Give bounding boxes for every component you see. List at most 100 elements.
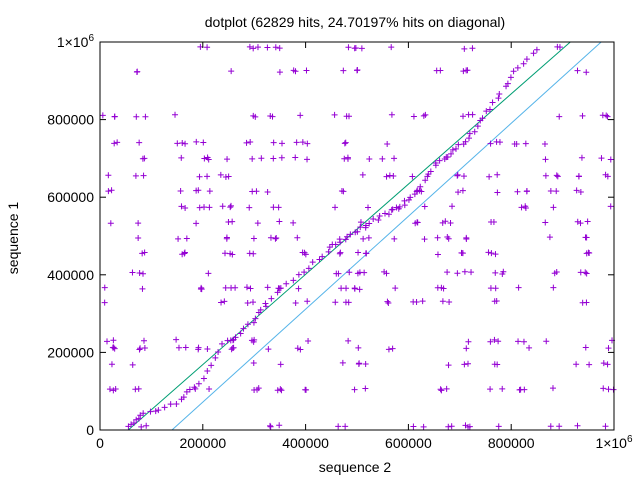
hit-point bbox=[222, 284, 229, 291]
hit-point bbox=[492, 251, 499, 258]
hit-point bbox=[362, 360, 369, 367]
y-tick-label: 200000 bbox=[47, 344, 94, 360]
diagonal-hit-point bbox=[232, 334, 239, 341]
hit-point bbox=[293, 139, 300, 146]
hit-point bbox=[422, 111, 429, 118]
hit-point bbox=[546, 234, 553, 241]
diagonal-hit-point bbox=[466, 130, 473, 137]
hit-point bbox=[333, 270, 340, 277]
hit-point bbox=[551, 270, 558, 277]
hit-point bbox=[221, 250, 228, 257]
hit-point bbox=[290, 219, 297, 226]
hit-point bbox=[277, 361, 284, 368]
hit-point bbox=[243, 139, 250, 146]
hit-point bbox=[110, 387, 117, 394]
hit-point bbox=[339, 359, 346, 366]
hit-point bbox=[359, 171, 366, 178]
hit-point bbox=[486, 173, 493, 180]
hit-point bbox=[499, 385, 506, 392]
hit-point bbox=[583, 69, 590, 76]
diagonal-hit-point bbox=[133, 416, 140, 423]
plot-area bbox=[99, 41, 617, 431]
hit-point bbox=[600, 385, 607, 392]
diagonal-hit-point bbox=[257, 306, 264, 313]
hit-point bbox=[600, 360, 607, 367]
diagonal-hit-point bbox=[219, 340, 226, 347]
hit-point bbox=[301, 249, 308, 256]
hit-point bbox=[494, 189, 501, 196]
diagonal-hit-point bbox=[244, 321, 251, 328]
hit-point bbox=[391, 235, 398, 242]
diagonal-hit-point bbox=[161, 404, 168, 411]
hit-point bbox=[250, 45, 257, 52]
hit-point bbox=[586, 250, 593, 257]
hit-point bbox=[515, 284, 522, 291]
hit-point bbox=[201, 204, 208, 211]
hit-point bbox=[604, 113, 611, 120]
diagonal-hit-point bbox=[444, 153, 451, 160]
hit-point bbox=[204, 173, 211, 180]
hit-point bbox=[554, 173, 561, 180]
hit-point bbox=[136, 346, 143, 353]
hit-point bbox=[379, 155, 386, 162]
hit-point bbox=[232, 284, 239, 291]
hit-point bbox=[276, 218, 283, 225]
hit-point bbox=[346, 269, 353, 276]
hit-point bbox=[485, 249, 492, 256]
diagonal-hit-point bbox=[354, 228, 361, 235]
diagonal-hit-point bbox=[495, 95, 502, 102]
hit-point bbox=[355, 344, 362, 351]
hit-point bbox=[577, 220, 584, 227]
hit-point bbox=[410, 423, 417, 430]
hit-point bbox=[465, 338, 472, 345]
diagonal-hit-point bbox=[504, 80, 511, 87]
hit-point bbox=[421, 236, 428, 243]
hit-point bbox=[573, 361, 580, 368]
hit-point bbox=[297, 112, 304, 119]
hit-point bbox=[111, 113, 118, 120]
hit-point bbox=[270, 204, 277, 211]
diagonal-hit-point bbox=[140, 410, 147, 417]
hit-point bbox=[365, 204, 372, 211]
hit-point bbox=[294, 234, 301, 241]
hit-point bbox=[243, 284, 250, 291]
hit-point bbox=[439, 219, 446, 226]
hit-point bbox=[177, 188, 184, 195]
hit-point bbox=[461, 45, 468, 52]
hit-point bbox=[228, 68, 235, 75]
x-tick-label: 800000 bbox=[488, 435, 535, 451]
diagonal-hit-point bbox=[262, 300, 269, 307]
hit-point bbox=[341, 155, 348, 162]
hit-point bbox=[181, 249, 188, 256]
hit-point bbox=[303, 386, 310, 393]
diagonal-hit-point bbox=[250, 319, 257, 326]
hit-point bbox=[294, 345, 301, 352]
hit-point bbox=[553, 172, 560, 179]
diagonal-hit-point bbox=[135, 415, 142, 422]
diagonal-hit-point bbox=[155, 407, 162, 414]
hit-point bbox=[111, 140, 118, 147]
diagonal-hit-point bbox=[200, 375, 207, 382]
hit-point bbox=[443, 385, 450, 392]
hit-point bbox=[520, 338, 527, 345]
hit-point bbox=[461, 268, 468, 275]
hit-point bbox=[468, 269, 475, 276]
hit-point bbox=[383, 173, 390, 180]
diagonal-hit-point bbox=[389, 206, 396, 213]
hit-point bbox=[438, 387, 445, 394]
hit-point bbox=[385, 300, 392, 307]
diagonal-hit-point bbox=[523, 56, 530, 63]
hit-point bbox=[133, 113, 140, 120]
hit-point bbox=[385, 346, 392, 353]
hit-point bbox=[108, 187, 115, 194]
y-tick-label: 400000 bbox=[47, 267, 94, 283]
hit-point bbox=[275, 204, 282, 211]
hit-point bbox=[129, 361, 136, 368]
hit-point bbox=[607, 203, 614, 210]
diagonal-hit-point bbox=[385, 211, 392, 218]
hit-point bbox=[522, 140, 529, 147]
hit-point bbox=[598, 155, 605, 162]
diagonal-hit-point bbox=[413, 188, 420, 195]
hit-point bbox=[196, 173, 203, 180]
hit-point bbox=[488, 250, 495, 257]
